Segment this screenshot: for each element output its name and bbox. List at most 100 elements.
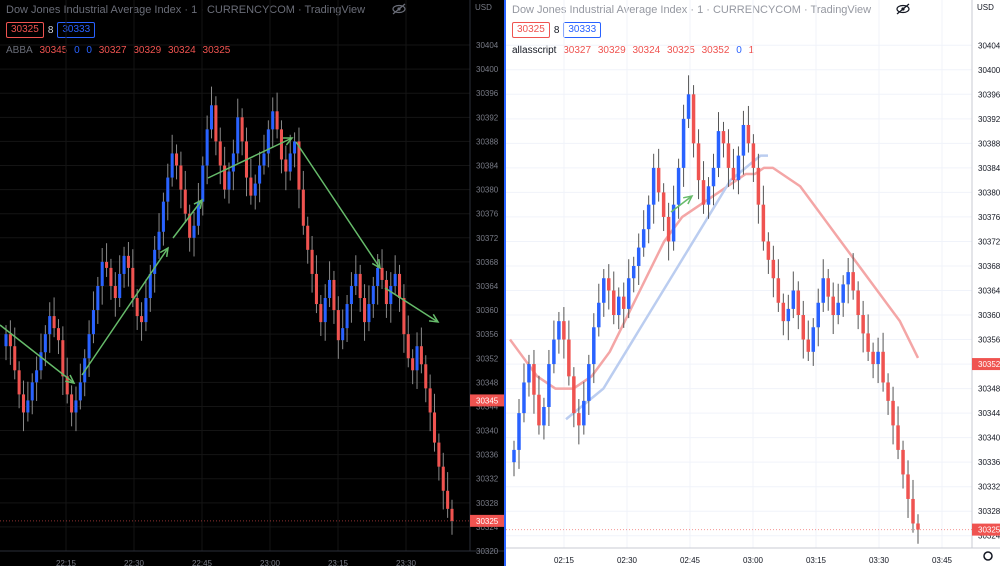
candle-body	[711, 167, 716, 187]
candle-body	[626, 278, 631, 309]
y-tick-label: 30344	[476, 402, 499, 411]
candle-body	[646, 204, 651, 230]
candlestick-chart[interactable]: USD 30324 30328 30332 30336 30340 30344 30348 30…	[506, 0, 1000, 566]
price-bar: 30325 8 30333	[512, 22, 602, 38]
candle-body	[262, 153, 266, 166]
candle-body	[866, 333, 870, 352]
current-price-tag	[972, 523, 1000, 536]
candle-body	[537, 394, 541, 426]
last-price-label: 30352	[978, 360, 1000, 369]
study-value: 30329	[133, 45, 162, 56]
candle-body	[397, 273, 402, 299]
candle-body	[911, 498, 915, 524]
candle-body	[78, 382, 82, 401]
candle-body	[48, 316, 52, 335]
candle-body	[56, 328, 61, 341]
y-tick-label: 30380	[476, 186, 499, 195]
y-tick-label: 30360	[978, 311, 1000, 320]
candle-body	[402, 298, 406, 335]
candle-body	[450, 508, 454, 521]
candle-body	[17, 370, 21, 395]
y-tick-label: 30336	[476, 451, 499, 460]
candle-body	[906, 474, 910, 499]
candle-body	[861, 315, 865, 334]
candle-body	[896, 425, 900, 450]
candlestick-chart[interactable]: USD3032030324303283033230336303403034430…	[0, 0, 504, 566]
candle-body	[148, 273, 152, 299]
chart-pane-right[interactable]: Dow Jones Industrial Average Index · 1 ·…	[504, 0, 1000, 566]
candle-body	[716, 131, 721, 168]
candle-body	[441, 466, 445, 491]
y-tick-label: 30368	[978, 262, 1000, 271]
candle-body	[756, 167, 761, 205]
buy-price-button[interactable]: 30333	[57, 22, 96, 38]
candle-body	[437, 442, 441, 467]
candle-body	[87, 334, 91, 359]
candle-body	[8, 334, 12, 347]
chart-title: Dow Jones Industrial Average Index · 1 ·…	[512, 4, 872, 16]
y-tick-label: 30392	[476, 113, 499, 122]
y-tick-label: 30352	[476, 354, 499, 363]
x-tick-label: 02:45	[680, 556, 701, 565]
candle-body	[592, 327, 596, 365]
candle-body	[836, 302, 840, 316]
y-tick-label: 30340	[476, 427, 499, 436]
axis-unit-label: USD	[977, 3, 994, 12]
x-tick-label: 03:30	[869, 556, 890, 565]
sell-price-button[interactable]: 30325	[512, 22, 550, 38]
study-value: 1	[748, 45, 755, 56]
trend-arrow-head	[193, 198, 204, 209]
candle-body	[39, 352, 43, 371]
candle-body	[135, 298, 139, 317]
candle-body	[323, 298, 327, 323]
candle-body	[826, 278, 830, 297]
y-tick-label: 30368	[476, 258, 499, 267]
hide-eye-icon[interactable]	[392, 3, 406, 15]
candle-body	[30, 382, 34, 401]
trend-arrow-head	[683, 194, 694, 205]
trend-arrow-head	[371, 258, 381, 270]
candle-body	[297, 141, 301, 190]
hide-eye-icon[interactable]	[896, 3, 910, 15]
trend-arrow	[295, 141, 381, 269]
study-legend: allasscript 30327 30329 30324 30325 3035…	[512, 45, 758, 56]
y-tick-label: 30404	[978, 41, 1000, 50]
candle-body	[746, 124, 751, 144]
candle-body	[26, 400, 30, 413]
candle-body	[846, 272, 850, 285]
candle-body	[126, 255, 130, 268]
candle-body	[851, 272, 855, 291]
candle-body	[253, 183, 257, 196]
moving-average-line	[565, 154, 768, 421]
candle-body	[384, 279, 388, 305]
study-name[interactable]: ABBA	[6, 45, 33, 56]
candle-body	[144, 298, 148, 323]
candle-body	[70, 394, 74, 413]
candle-body	[562, 321, 566, 340]
candle-body	[527, 364, 531, 383]
chart-title: Dow Jones Industrial Average Index · 1 ·…	[6, 4, 366, 16]
candle-body	[96, 285, 100, 311]
candle-body	[13, 346, 17, 371]
candle-body	[61, 340, 65, 377]
y-tick-label: 30380	[978, 188, 1000, 197]
axis-unit-label: USD	[475, 3, 492, 12]
candle-body	[266, 129, 270, 154]
candle-body	[319, 304, 323, 323]
candle-body	[91, 310, 95, 335]
candle-body	[275, 111, 279, 130]
study-name[interactable]: allasscript	[512, 45, 557, 56]
study-value: 30325	[667, 45, 695, 56]
candle-body	[52, 316, 56, 329]
candle-body	[21, 394, 26, 413]
candle-body	[249, 177, 253, 196]
candle-body	[801, 315, 806, 340]
chart-pane-left[interactable]: Dow Jones Industrial Average Index · 1 ·…	[0, 0, 504, 566]
trend-arrow-head	[159, 246, 169, 258]
sell-price-button[interactable]: 30325	[6, 22, 44, 38]
y-tick-label: 30372	[476, 234, 499, 243]
candle-body	[881, 351, 885, 383]
current-price-label: 30325	[476, 517, 499, 526]
study-value: 0	[86, 45, 92, 56]
settings-gear-icon[interactable]	[983, 551, 993, 561]
